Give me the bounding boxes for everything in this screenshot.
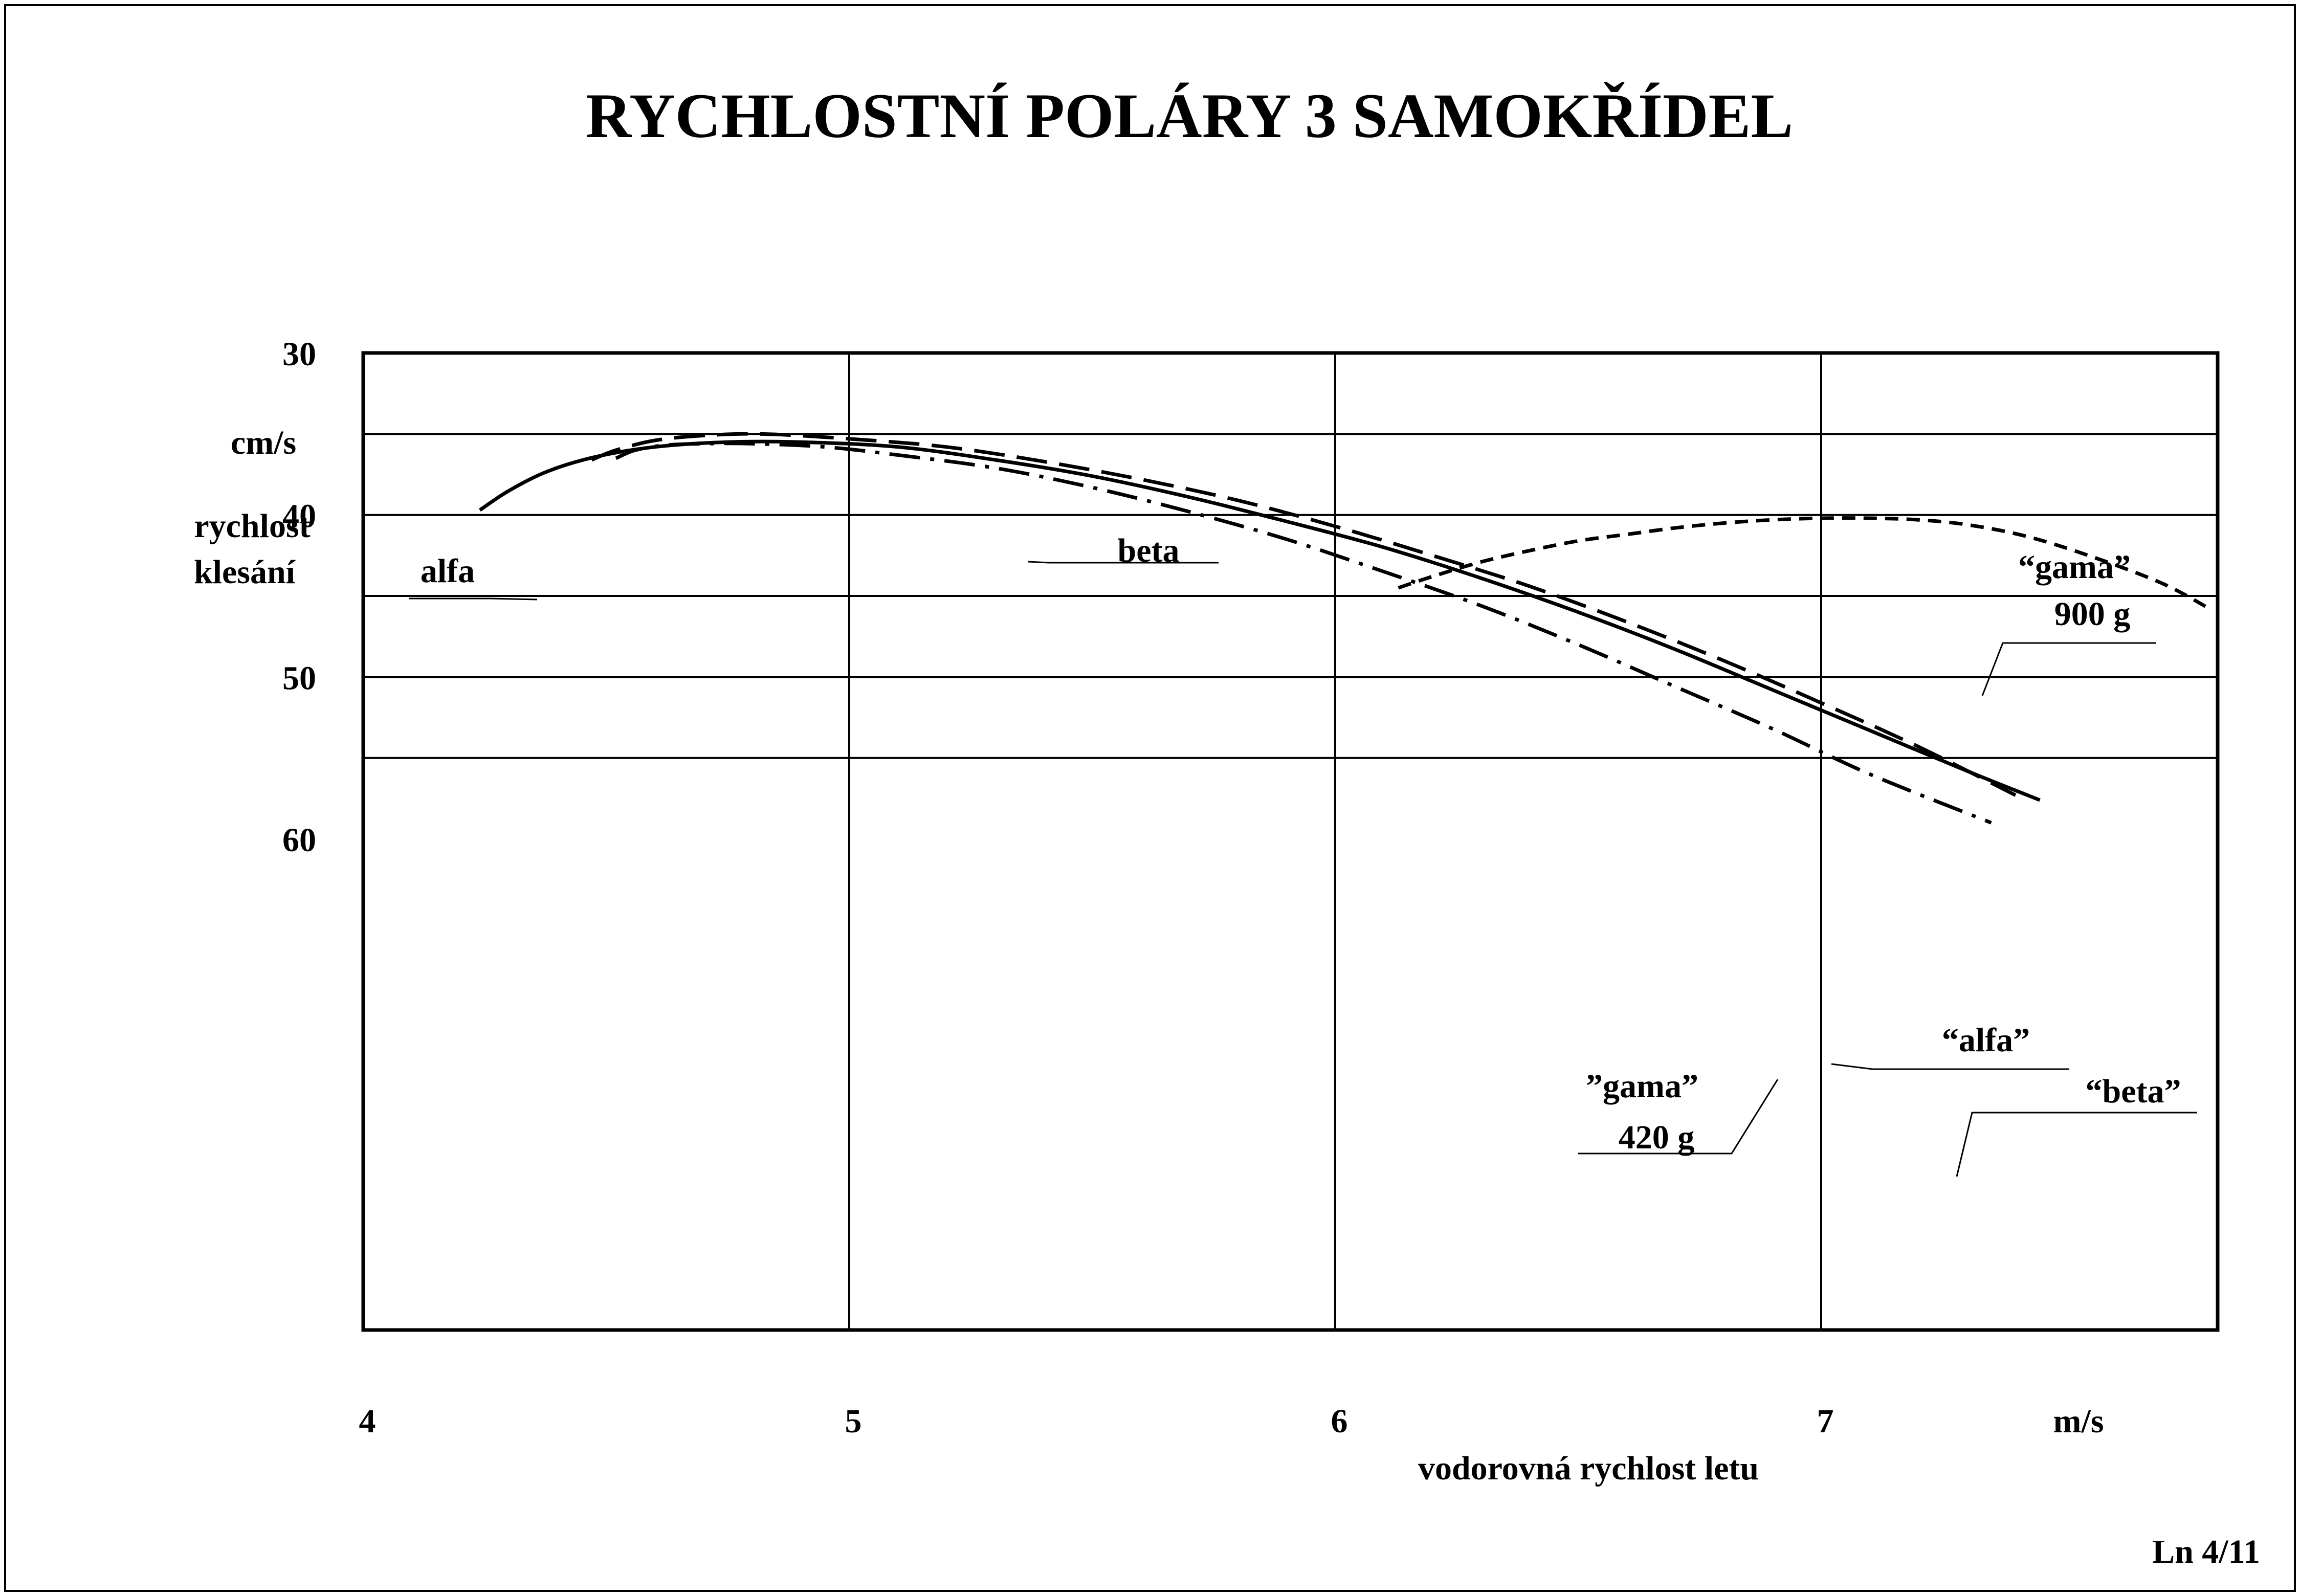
annotation-beta-leader: [1028, 561, 1219, 564]
y-axis-unit: cm/s: [231, 424, 296, 461]
annotation-alfa-2: “alfa”: [1831, 1022, 2069, 1070]
plot-frame: [361, 351, 2220, 1332]
chart-title: RYCHLOSTNÍ POLÁRY 3 SAMOKŘÍDEL: [586, 81, 1793, 151]
x-tick-label-7: 7: [1817, 1403, 1834, 1440]
series-line-3: [1398, 516, 2211, 611]
annotation-beta-text: beta: [1118, 532, 1180, 569]
series-line-1: [591, 432, 2017, 797]
annotation-gama-420-line-2: 420 g: [1619, 1119, 1695, 1156]
x-tick-label-5: 5: [845, 1403, 862, 1440]
series-line-2: [615, 441, 1992, 825]
x-axis-unit: m/s: [2053, 1403, 2104, 1440]
annotation-gama-900-line-2: 900 g: [2054, 595, 2131, 633]
grid-lines: [363, 353, 2218, 1330]
annotation-gama-420-line-1: ”gama”: [1586, 1068, 1698, 1105]
annotation-beta: beta: [1028, 532, 1219, 569]
y-tick-label-30: 30: [282, 336, 316, 373]
y-tick-label-50: 50: [282, 659, 316, 697]
paper-frame: [4, 4, 2296, 1592]
y-axis-label-line-1: rychlost: [194, 507, 310, 545]
series-lines: [479, 432, 2211, 825]
y-tick-label-60: 60: [282, 822, 316, 859]
annotation-alfa-2-text: “alfa”: [1942, 1022, 2030, 1059]
sheet-id: Ln 4/11: [2152, 1533, 2260, 1570]
annotation-gama-900-line-1: “gama”: [2018, 548, 2131, 586]
annotation-alfa: alfa: [409, 552, 538, 601]
x-tick-label-4: 4: [359, 1403, 376, 1440]
annotation-alfa-leader: [409, 597, 538, 601]
y-axis-label-line-2: klesání: [194, 553, 296, 591]
annotation-gama-420-leader: [1578, 1079, 1779, 1155]
annotation-alfa-2-leader: [1831, 1063, 2069, 1070]
y-tick-label-40: 40: [282, 498, 316, 535]
annotation-beta-2-text: “beta”: [2086, 1073, 2181, 1110]
annotation-beta-2-leader: [1956, 1112, 2197, 1177]
annotation-beta-2: “beta”: [1956, 1073, 2197, 1177]
series-line-0: [479, 439, 2041, 802]
plot-border: [361, 351, 2220, 1332]
x-tick-label-6: 6: [1331, 1403, 1348, 1440]
tick-labels: 30 40 50 60 4 5 6 7: [282, 336, 1834, 1440]
annotation-gama-900-leader: [1981, 642, 2156, 696]
annotation-gama-420: ”gama” 420 g: [1578, 1068, 1779, 1156]
x-axis-label: vodorovná rychlost letu: [1418, 1450, 1759, 1487]
annotation-gama-900: “gama” 900 g: [1981, 548, 2156, 696]
annotation-alfa-text: alfa: [421, 552, 475, 590]
